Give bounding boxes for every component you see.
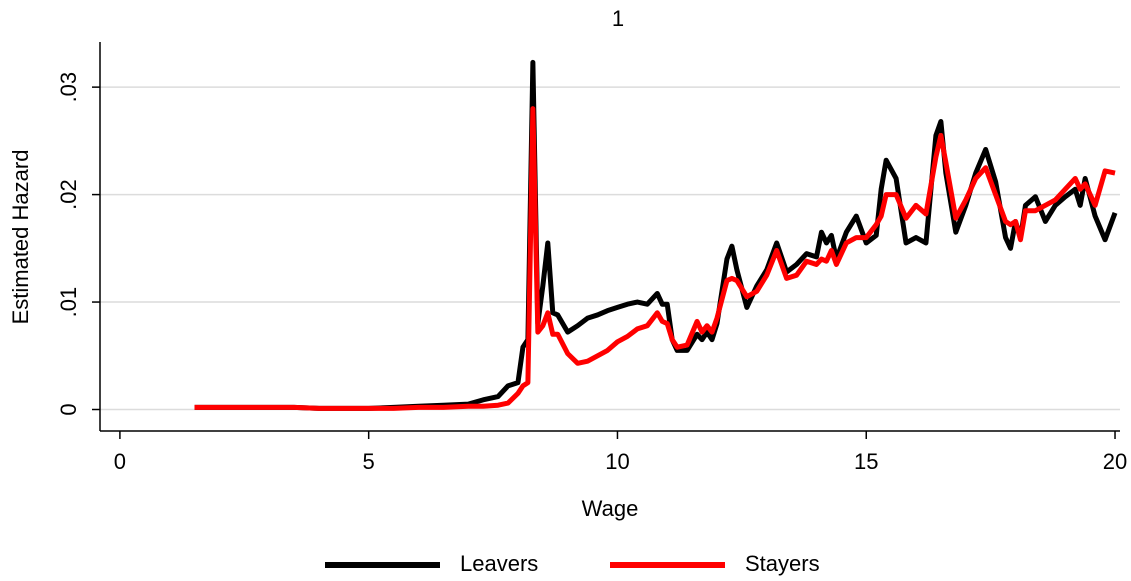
legend-label: Stayers [745,551,820,576]
y-tick-label: .03 [56,72,81,103]
x-tick-label: 10 [605,449,629,474]
y-tick-label: 0 [56,403,81,415]
legend-label: Leavers [460,551,538,576]
series-line [194,106,1116,411]
x-tick-label: 5 [363,449,375,474]
chart-title: 1 [612,6,624,31]
y-tick-label: .02 [56,179,81,210]
x-tick-label: 0 [114,449,126,474]
x-axis-label: Wage [582,496,639,521]
y-tick-label: .01 [56,287,81,318]
x-tick-label: 15 [854,449,878,474]
x-tick-label: 20 [1103,449,1127,474]
series-line [194,59,1118,411]
y-axis-label: Estimated Hazard [8,150,33,325]
